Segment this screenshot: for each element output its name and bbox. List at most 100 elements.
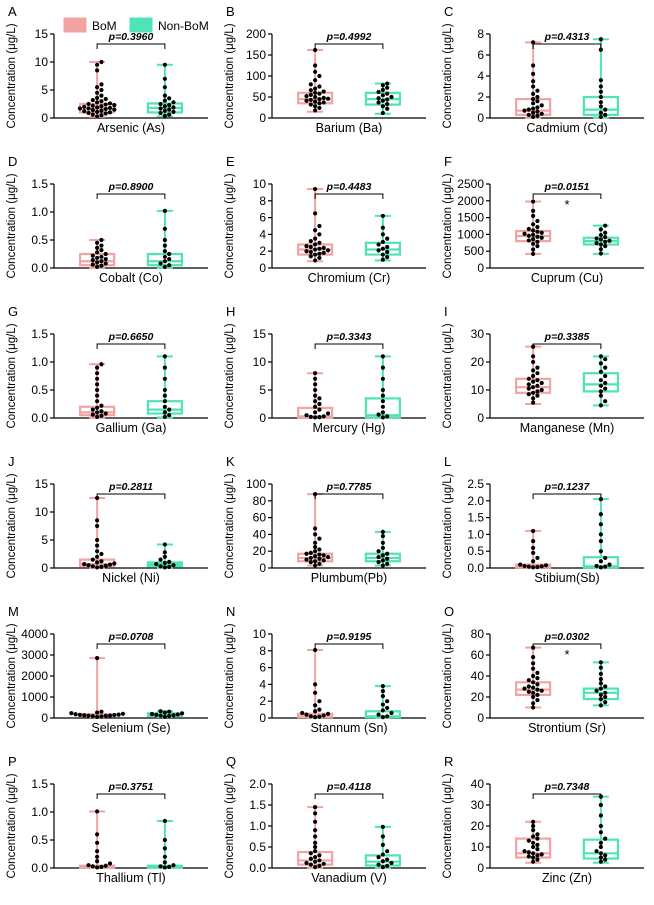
data-point — [95, 255, 100, 261]
y-tick-label: 1.5 — [31, 177, 48, 191]
data-point — [313, 709, 318, 714]
data-point — [321, 414, 326, 419]
data-point — [531, 859, 536, 864]
y-tick-label: 0 — [477, 411, 484, 425]
data-point — [95, 382, 100, 387]
data-point — [380, 365, 385, 370]
data-point — [594, 236, 599, 241]
x-axis-label: Stibium(Sb) — [534, 571, 599, 585]
data-point — [95, 656, 100, 661]
data-point — [95, 90, 100, 95]
x-axis-label: Selenium (Se) — [91, 721, 170, 735]
data-point — [313, 526, 318, 531]
data-point — [99, 409, 104, 414]
data-point — [321, 100, 326, 105]
data-point — [313, 805, 318, 810]
y-tick-label: 5 — [259, 383, 266, 397]
y-axis-title: Concentration (μg/L) — [224, 323, 236, 428]
data-point — [539, 688, 544, 693]
data-point — [107, 562, 113, 567]
data-point — [90, 864, 95, 869]
data-point — [598, 855, 603, 860]
data-point — [162, 76, 167, 81]
data-point — [531, 823, 536, 829]
data-point — [317, 561, 322, 566]
data-point — [531, 701, 536, 706]
data-point — [77, 106, 83, 111]
significance-bracket — [96, 193, 166, 199]
y-tick-label: 0 — [259, 111, 266, 125]
data-point — [531, 222, 536, 227]
data-point — [313, 387, 318, 393]
x-axis-label: Cuprum (Cu) — [531, 271, 603, 285]
box-bom — [297, 47, 334, 113]
x-axis-label: Vanadium (V) — [311, 871, 387, 885]
data-point — [99, 551, 104, 557]
y-tick-label: 60 — [253, 511, 267, 525]
data-point — [531, 844, 536, 850]
data-point — [99, 59, 104, 65]
data-point — [603, 684, 608, 689]
data-point — [317, 101, 322, 106]
significance-bracket — [532, 193, 602, 199]
data-point — [539, 103, 544, 108]
data-point — [313, 228, 318, 233]
data-point — [598, 813, 603, 818]
data-point — [531, 396, 536, 401]
significance-bracket — [532, 493, 602, 499]
data-point — [95, 554, 100, 559]
data-point — [308, 254, 313, 259]
data-point — [607, 238, 612, 243]
data-point — [149, 711, 155, 717]
data-point — [158, 106, 163, 111]
box-nonbom — [582, 37, 619, 120]
data-point — [171, 713, 176, 718]
data-point — [99, 709, 104, 714]
data-point — [531, 79, 536, 84]
data-point — [99, 403, 104, 408]
y-tick-label: 2.0 — [467, 494, 484, 508]
box-bom — [297, 647, 334, 720]
data-point — [304, 244, 309, 249]
data-point — [531, 539, 536, 544]
data-point — [313, 393, 318, 398]
p-value-label: p=0.4313 — [544, 31, 590, 43]
p-value-label: p=0.6650 — [108, 331, 154, 343]
y-tick-label: 0 — [259, 561, 266, 575]
data-point — [535, 88, 540, 93]
data-point — [317, 556, 322, 561]
significance-asterisk: * — [564, 197, 569, 212]
y-tick-label: 30 — [471, 327, 485, 341]
panel-letter: O — [444, 604, 454, 619]
data-point — [304, 551, 309, 556]
data-point — [380, 558, 385, 563]
box-nonbom — [364, 81, 401, 116]
data-point — [103, 96, 108, 102]
data-point — [380, 865, 385, 870]
data-point — [99, 362, 104, 367]
data-point — [526, 689, 531, 694]
data-point — [385, 254, 390, 260]
data-point — [526, 382, 531, 387]
x-axis-label: Stannum (Sn) — [310, 721, 387, 735]
data-point — [535, 378, 540, 383]
data-point — [317, 536, 322, 541]
data-point — [317, 401, 322, 407]
data-point — [535, 365, 540, 370]
data-point — [99, 254, 104, 259]
data-point — [317, 853, 322, 858]
y-tick-label: 10 — [253, 177, 267, 191]
data-point — [598, 532, 603, 537]
y-tick-label: 0.5 — [31, 233, 48, 247]
data-point — [162, 565, 167, 570]
data-point — [531, 385, 536, 390]
p-value-label: p=0.0302 — [544, 631, 590, 643]
y-axis-title: Concentration (μg/L) — [442, 773, 454, 878]
data-point — [380, 83, 385, 88]
significance-bracket — [532, 793, 602, 799]
y-tick-label: 0 — [477, 261, 484, 275]
data-point — [162, 560, 167, 566]
data-point — [304, 98, 309, 103]
panel-letter: E — [226, 154, 235, 169]
data-point — [103, 863, 108, 868]
